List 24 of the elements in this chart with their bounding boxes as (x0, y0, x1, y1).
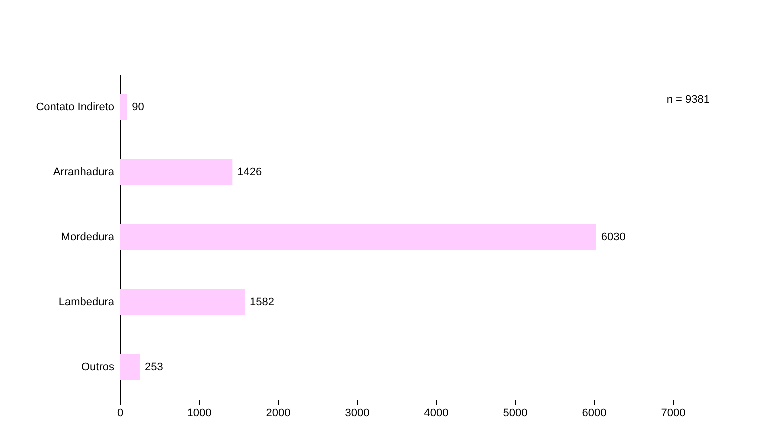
bar (120, 290, 245, 316)
x-tick-label: 1000 (187, 408, 212, 420)
x-tick-label: 3000 (345, 408, 370, 420)
bar (120, 94, 128, 120)
y-tick-label: Mordedura (61, 232, 116, 244)
x-tick-label: 0 (117, 408, 124, 420)
data-label: 1426 (238, 166, 262, 178)
y-tick-label: Contato Indireto (36, 102, 114, 114)
y-tick-label: Lambedura (58, 296, 116, 308)
annotation: n = 9381 (666, 94, 710, 106)
x-tick-label: 5000 (503, 408, 528, 420)
data-label: 253 (144, 362, 164, 374)
x-tick-label: 4000 (424, 408, 449, 420)
data-label: 90 (132, 102, 144, 114)
x-tick-label: 2000 (266, 408, 291, 420)
x-tick-label: 6000 (582, 408, 607, 420)
x-tick-label: 7000 (661, 408, 686, 420)
y-tick-label: Outros (81, 362, 115, 374)
data-label: 6030 (601, 232, 626, 244)
bar (120, 224, 596, 250)
bar (120, 160, 233, 186)
bar (120, 354, 140, 380)
y-tick-label: Arranhadura (53, 166, 116, 178)
data-label: 1582 (250, 296, 274, 308)
